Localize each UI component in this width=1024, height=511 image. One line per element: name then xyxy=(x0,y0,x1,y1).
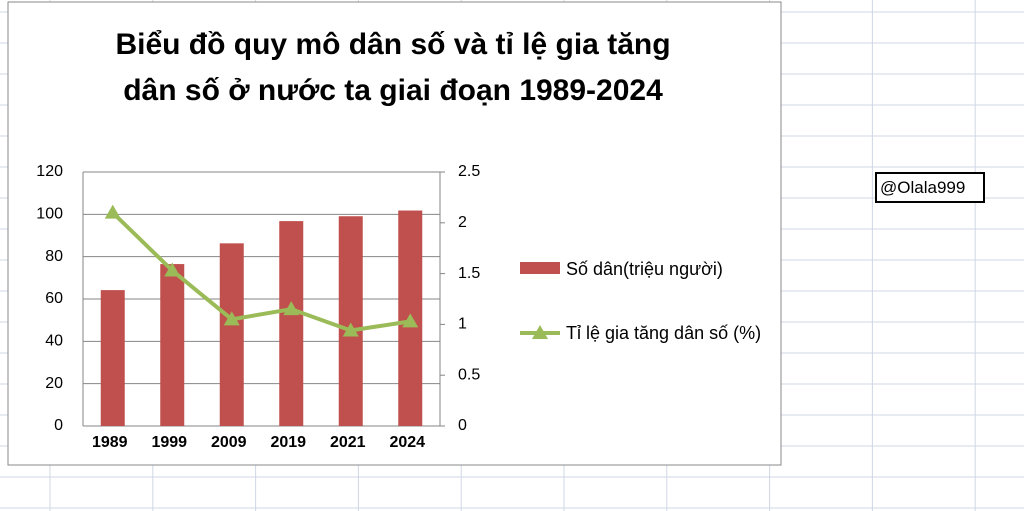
bar xyxy=(219,243,244,426)
y-tick-label: 120 xyxy=(36,163,63,180)
legend-swatch xyxy=(520,262,560,274)
bar xyxy=(338,216,363,426)
legend-label: Tỉ lệ gia tăng dân số (%) xyxy=(566,323,762,343)
marker xyxy=(164,262,181,277)
x-tick-label: 1989 xyxy=(92,434,128,451)
y-tick-label: 80 xyxy=(45,248,63,265)
y-tick-label: 0 xyxy=(54,417,63,434)
marker xyxy=(104,204,121,219)
y-tick-label: 60 xyxy=(45,290,63,307)
y2-tick-label: 1 xyxy=(458,316,467,333)
marker xyxy=(342,322,359,337)
marker xyxy=(223,311,240,326)
y-tick-label: 20 xyxy=(45,375,63,392)
legend-swatch xyxy=(532,325,548,339)
bar xyxy=(279,221,304,426)
x-tick-label: 2019 xyxy=(270,434,306,451)
watermark: @Olala999 xyxy=(875,172,985,203)
x-tick-label: 1999 xyxy=(151,434,187,451)
x-tick-label: 2024 xyxy=(389,434,425,451)
legend-label: Số dân(triệu người) xyxy=(566,259,723,279)
y2-tick-label: 1.5 xyxy=(458,265,480,282)
chart-title: Biểu đồ quy mô dân số và tỉ lệ gia tăng … xyxy=(115,28,671,107)
y-tick-label: 100 xyxy=(36,206,63,223)
marker xyxy=(283,301,300,316)
bar xyxy=(160,264,185,426)
bar xyxy=(100,290,125,426)
x-tick-label: 2021 xyxy=(330,434,366,451)
marker xyxy=(402,313,419,328)
y2-tick-label: 0 xyxy=(458,417,467,434)
y2-tick-label: 0.5 xyxy=(458,366,480,383)
y2-tick-label: 2.5 xyxy=(458,163,480,180)
y2-tick-label: 2 xyxy=(458,214,467,231)
y-tick-label: 40 xyxy=(45,333,63,350)
x-tick-label: 2009 xyxy=(211,434,247,451)
line xyxy=(111,211,411,333)
